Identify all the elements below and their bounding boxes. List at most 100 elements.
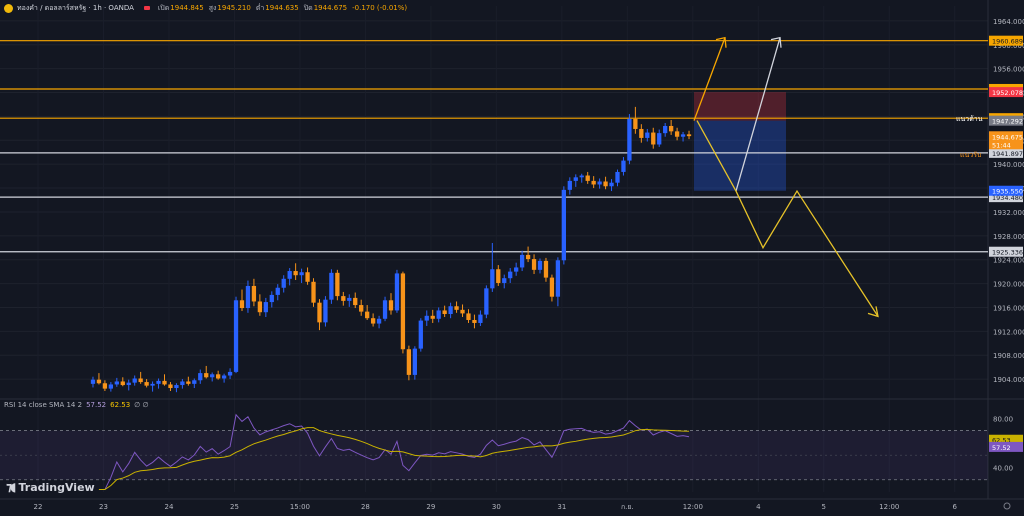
forecast-path-orange: [693, 37, 726, 121]
candle-body: [198, 373, 203, 381]
axis-price-value: 1947.292: [992, 118, 1023, 126]
candle-body: [621, 160, 626, 172]
y-tick-label: 1940.000: [993, 161, 1024, 169]
candle-body: [418, 320, 423, 349]
x-tick-label: 30: [492, 503, 501, 511]
candle-body: [627, 118, 632, 161]
price-level-value: 1934.480: [992, 194, 1023, 202]
stop-loss-zone: [694, 92, 786, 121]
candle-body: [436, 310, 441, 319]
y-tick-label: 1956.000: [993, 66, 1024, 74]
x-tick-label: 6: [953, 503, 958, 511]
rsi-extra: ∅ ∅: [134, 401, 149, 409]
x-tick-label: 22: [34, 503, 43, 511]
rsi-label[interactable]: RSI 14 close SMA 14 2: [4, 401, 83, 409]
support-label: แนวรับ: [960, 151, 982, 159]
candle-body: [668, 125, 674, 132]
candle-body: [448, 306, 453, 315]
price-level-tag: [989, 246, 1023, 257]
x-tick-label: 23: [99, 503, 108, 511]
x-tick-label: 12:00: [879, 503, 899, 511]
candle-body: [126, 382, 131, 386]
tradingview-logo[interactable]: ⁊◖ TradingView: [6, 480, 95, 494]
market-status-icon: [143, 6, 150, 10]
axis-price-tag: [989, 115, 1023, 126]
candle-body: [484, 288, 489, 315]
candle-body: [233, 300, 239, 372]
candle-body: [341, 296, 346, 301]
candle-body: [204, 373, 209, 378]
candle-body: [102, 383, 108, 389]
rsi-value: 57.52: [86, 401, 107, 409]
candle-body: [251, 285, 257, 302]
x-tick-label: 25: [230, 503, 239, 511]
candle-body: [424, 315, 429, 321]
candle-body: [257, 301, 263, 313]
candle-body: [514, 267, 519, 272]
x-tick-label: 24: [165, 503, 174, 511]
rsi-value-tag: [989, 441, 1023, 452]
low-value: 1944.635: [265, 4, 299, 12]
y-tick-label: 1932.000: [993, 209, 1024, 217]
forecast-path-yellow: [696, 120, 879, 317]
candle-body: [114, 381, 119, 385]
candle-body: [508, 271, 513, 279]
y-tick-label: 1924.000: [993, 257, 1024, 265]
axis-price-tag: [989, 185, 1023, 196]
candle-body: [490, 269, 495, 289]
candle-body: [263, 302, 268, 313]
candle-body: [478, 314, 483, 323]
forecast-arrowhead-orange: [715, 36, 727, 48]
candle-body: [657, 133, 662, 145]
high-value: 1945.210: [217, 4, 251, 12]
candle-body: [221, 375, 227, 379]
high-label: สูง: [208, 3, 217, 12]
price-level-tag: [989, 147, 1023, 158]
candle-body: [168, 384, 173, 389]
candle-body: [192, 380, 197, 384]
tradingview-name: TradingView: [18, 480, 95, 494]
candle-body: [615, 171, 620, 183]
candle-body: [400, 273, 406, 350]
candle-body: [519, 254, 525, 268]
x-tick-label: 28: [361, 503, 370, 511]
chart-header: ทองคำ / ดอลลาร์สหรัฐ · 1h · OANDA เปิด 19…: [4, 2, 412, 14]
candle-body: [210, 374, 215, 378]
symbol-title[interactable]: ทองคำ / ดอลลาร์สหรัฐ · 1h · OANDA: [17, 3, 134, 12]
rsi-sma-value: 62.53: [110, 401, 131, 409]
axis-price-tag: [989, 131, 1023, 150]
candle-body: [347, 297, 352, 301]
candle-body: [370, 318, 376, 324]
rsi-tag-value: 57.52: [992, 444, 1011, 452]
candle-body: [353, 297, 358, 306]
candle-body: [335, 272, 340, 297]
candle-body: [108, 384, 114, 389]
candle-body: [466, 313, 471, 320]
candle-body: [305, 272, 310, 282]
rsi-header: RSI 14 close SMA 14 2 57.52 62.53 ∅ ∅: [4, 401, 149, 409]
candle-body: [90, 379, 96, 384]
candle-body: [359, 305, 364, 312]
candle-body: [365, 311, 370, 319]
price-level-value: 1941.897: [992, 150, 1023, 158]
price-level-value: 1925.336: [992, 249, 1023, 257]
candle-body: [156, 380, 161, 384]
candle-body: [543, 260, 549, 278]
candle-body: [639, 128, 644, 138]
x-tick-label: 5: [822, 503, 826, 511]
candle-body: [645, 132, 650, 138]
candle-body: [138, 378, 143, 383]
candle-body: [674, 131, 680, 137]
candle-body: [174, 385, 179, 389]
price-level-value: 1960.689: [992, 38, 1023, 46]
candle-body: [460, 309, 465, 314]
price-level-tag: [989, 35, 1023, 46]
axis-countdown: 51:44: [992, 141, 1011, 149]
candle-body: [376, 318, 382, 324]
candle-body: [311, 281, 316, 303]
candle-body: [412, 348, 417, 375]
candle-body: [579, 175, 584, 178]
candle-body: [430, 315, 435, 319]
candle-body: [180, 381, 185, 386]
